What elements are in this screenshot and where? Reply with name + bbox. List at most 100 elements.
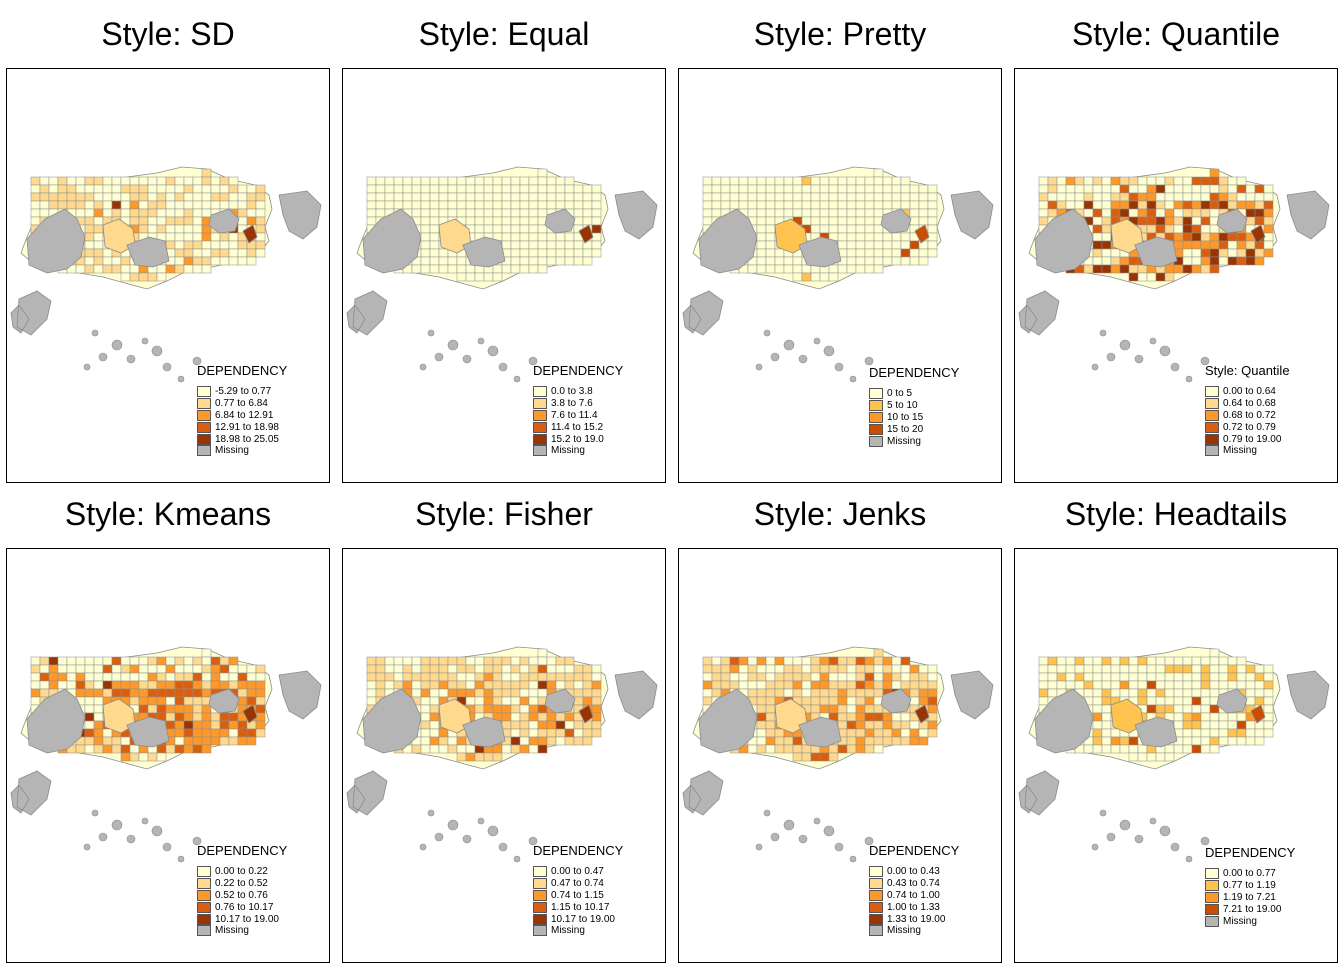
subzone bbox=[75, 744, 86, 754]
subzone bbox=[837, 184, 848, 194]
subzone bbox=[75, 688, 86, 698]
subzone bbox=[1101, 264, 1112, 274]
missing-area bbox=[798, 236, 842, 268]
missing-area bbox=[126, 236, 170, 268]
subzone bbox=[447, 184, 458, 194]
subzone bbox=[918, 208, 929, 218]
subzone bbox=[711, 184, 722, 194]
subzone bbox=[837, 176, 848, 186]
subzone bbox=[210, 200, 221, 210]
island bbox=[783, 819, 795, 831]
subzone bbox=[864, 744, 875, 754]
subzone bbox=[1101, 720, 1112, 730]
subzone bbox=[420, 688, 431, 698]
legend-row: 0.74 to 1.00 bbox=[869, 889, 959, 902]
subzone bbox=[810, 208, 821, 218]
subzone bbox=[765, 704, 776, 714]
subzone bbox=[120, 256, 131, 266]
subzone bbox=[711, 656, 722, 666]
subzone bbox=[1110, 200, 1121, 210]
subzone bbox=[111, 656, 122, 666]
subzone bbox=[1182, 232, 1193, 242]
legend-label: 1.19 to 7.21 bbox=[1223, 891, 1276, 903]
subzone bbox=[573, 184, 584, 194]
subzone bbox=[465, 696, 476, 706]
subzone bbox=[66, 192, 77, 202]
subzone bbox=[756, 264, 767, 274]
subzone bbox=[573, 192, 584, 202]
subzone bbox=[1101, 176, 1112, 186]
panel-title: Style: Equal bbox=[418, 16, 590, 52]
subzone bbox=[546, 664, 557, 674]
subzone bbox=[855, 256, 866, 266]
missing-area bbox=[614, 670, 658, 720]
subzone bbox=[1110, 192, 1121, 202]
subzone bbox=[156, 192, 167, 202]
subzone bbox=[1218, 728, 1229, 738]
legend-label: 0.77 to 6.84 bbox=[215, 398, 268, 410]
subzone bbox=[891, 664, 902, 674]
choropleth-map bbox=[682, 646, 994, 863]
subzone bbox=[474, 672, 485, 682]
subzone bbox=[1173, 656, 1184, 666]
missing-area bbox=[880, 208, 912, 234]
legend-row: 0.00 to 0.77 bbox=[1205, 868, 1295, 880]
subzone bbox=[1245, 728, 1256, 738]
subzone bbox=[846, 664, 857, 674]
subzone bbox=[1101, 744, 1112, 754]
subzone bbox=[555, 720, 566, 730]
subzone bbox=[846, 240, 857, 250]
subzone bbox=[864, 688, 875, 698]
subzone-highlight bbox=[242, 704, 258, 724]
subzone bbox=[210, 736, 221, 746]
subzone bbox=[192, 656, 203, 666]
missing-area bbox=[1034, 688, 1094, 754]
subzone bbox=[927, 248, 938, 258]
subzone bbox=[864, 184, 875, 194]
subzone bbox=[420, 672, 431, 682]
subzone bbox=[729, 656, 740, 666]
subzone bbox=[891, 720, 902, 730]
subzone bbox=[846, 728, 857, 738]
island bbox=[528, 836, 538, 846]
subzone bbox=[573, 208, 584, 218]
subzone bbox=[555, 664, 566, 674]
subzone bbox=[183, 232, 194, 242]
subzone bbox=[783, 672, 794, 682]
subzone bbox=[1038, 672, 1049, 682]
subzone bbox=[810, 224, 821, 234]
subzone-highlight bbox=[1250, 224, 1266, 244]
choropleth-map bbox=[10, 646, 322, 863]
subzone bbox=[129, 752, 140, 762]
subzone bbox=[711, 672, 722, 682]
subzone bbox=[1137, 688, 1148, 698]
subzone bbox=[711, 688, 722, 698]
subzone bbox=[39, 672, 50, 682]
subzone bbox=[174, 712, 185, 722]
subzone bbox=[756, 192, 767, 202]
subzone bbox=[138, 272, 149, 282]
subzone bbox=[765, 224, 776, 234]
subzone bbox=[138, 216, 149, 226]
subzone bbox=[1038, 216, 1049, 226]
missing-area bbox=[682, 770, 724, 816]
subzone bbox=[120, 264, 131, 274]
subzone bbox=[537, 200, 548, 210]
subzone bbox=[510, 248, 521, 258]
subzone bbox=[846, 712, 857, 722]
subzone bbox=[774, 256, 785, 266]
subzone bbox=[147, 192, 158, 202]
subzone bbox=[564, 256, 575, 266]
subzone bbox=[909, 720, 920, 730]
subzone bbox=[873, 672, 884, 682]
subzone bbox=[255, 224, 266, 234]
subzone bbox=[1092, 728, 1103, 738]
island bbox=[83, 843, 91, 851]
subzone bbox=[1128, 176, 1139, 186]
subzone bbox=[873, 200, 884, 210]
subzone bbox=[1083, 680, 1094, 690]
panel-title: Style: SD bbox=[101, 16, 235, 52]
subzone bbox=[429, 256, 440, 266]
subzone bbox=[1254, 728, 1265, 738]
